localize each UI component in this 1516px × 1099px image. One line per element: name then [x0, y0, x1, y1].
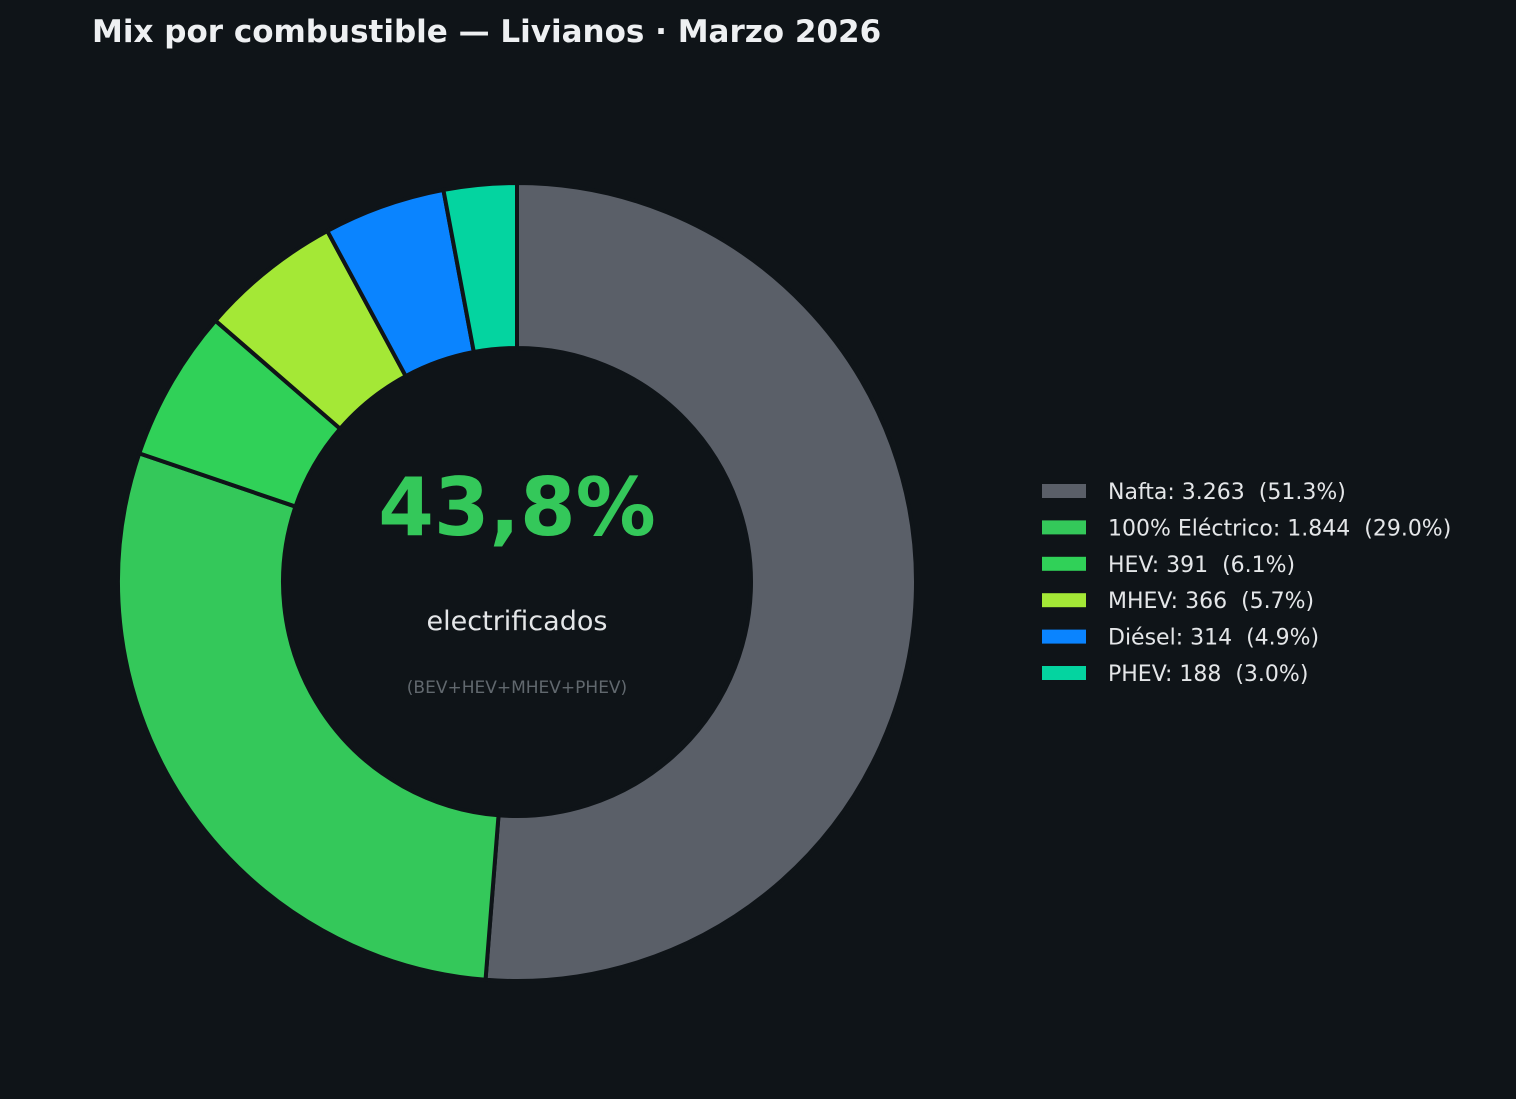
center-value: 43,8% — [378, 461, 656, 554]
legend-swatch-hev — [1042, 556, 1086, 571]
legend: Nafta: 3.263 (51.3%) 100% Eléctrico: 1.84… — [1042, 480, 1451, 687]
legend-swatch-nafta — [1042, 484, 1086, 498]
legend-swatch-100-electrico — [1042, 520, 1086, 535]
legend-label-hev: HEV: 391 (6.1%) — [1108, 553, 1295, 578]
legend-swatch-diesel — [1042, 629, 1086, 644]
center-label: electrificados — [427, 606, 608, 637]
legend-swatch-mhev — [1042, 593, 1086, 608]
donut-slices — [116, 181, 918, 983]
slice-phev — [441, 181, 519, 355]
center-note: (BEV+HEV+MHEV+PHEV) — [407, 678, 627, 698]
legend-label-nafta: Nafta: 3.263 (51.3%) — [1108, 480, 1346, 505]
chart-title: Mix por combustible — Livianos · Marzo 2… — [92, 14, 881, 50]
legend-label-diesel: Diésel: 314 (4.9%) — [1108, 626, 1319, 651]
legend-label-100-electrico: 100% Eléctrico: 1.844 (29.0%) — [1108, 516, 1451, 541]
legend-label-phev: PHEV: 188 (3.0%) — [1108, 662, 1308, 687]
slice-nafta — [483, 181, 918, 983]
slice-100-electrico — [116, 451, 501, 982]
legend-label-mhev: MHEV: 366 (5.7%) — [1108, 589, 1314, 614]
legend-swatch-phev — [1042, 666, 1086, 680]
